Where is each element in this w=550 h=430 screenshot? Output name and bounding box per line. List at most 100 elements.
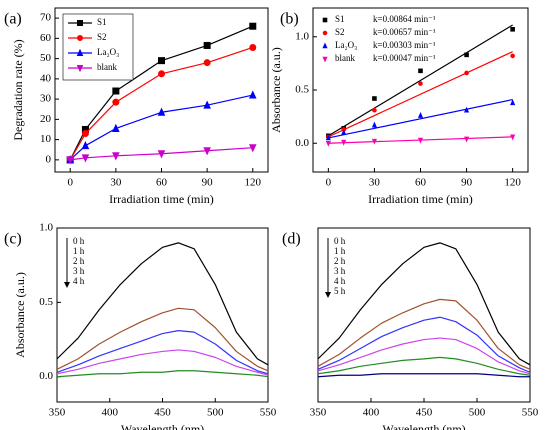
series-line [56, 330, 269, 375]
marker [341, 139, 347, 146]
y-tick-label: 10 [40, 133, 52, 145]
series-line [56, 242, 269, 366]
x-tick-label: 400 [363, 407, 380, 419]
y-tick-label: 70 [40, 12, 52, 24]
y-tick-label: 1.0 [39, 222, 53, 234]
series-line [56, 370, 269, 378]
y-axis-title: Absorbance (a.u.) [13, 272, 27, 358]
marker [464, 70, 469, 76]
x-tick-label: 90 [202, 177, 214, 189]
legend-arrow-head [325, 292, 331, 298]
x-tick-label: 500 [469, 407, 486, 419]
marker [249, 90, 257, 99]
legend-k: k=0.00303 min⁻¹ [373, 40, 436, 50]
x-tick-label: 120 [245, 177, 262, 189]
y-tick-label: 0.0 [39, 370, 53, 382]
legend-label: 3 h [73, 266, 85, 276]
fit-line [328, 24, 513, 137]
series-line [317, 242, 531, 366]
series-line [317, 337, 531, 375]
marker [322, 56, 328, 63]
fit-line [328, 51, 513, 138]
x-tick-label: 400 [102, 407, 119, 419]
marker [66, 156, 74, 165]
x-tick-label: 0 [326, 177, 332, 189]
legend-label: 0 h [334, 236, 346, 246]
marker [157, 150, 166, 159]
legend-label: 1 h [73, 246, 85, 256]
legend-label: 2 h [73, 256, 85, 266]
y-tick-label: 50 [40, 52, 52, 64]
series-line [56, 349, 269, 376]
y-tick-label: 0 [46, 153, 52, 165]
marker [325, 134, 331, 141]
series-line [56, 307, 269, 372]
marker [249, 144, 257, 153]
x-tick-label: 550 [260, 407, 277, 419]
x-tick-label: 350 [310, 407, 327, 419]
x-tick-label: 500 [207, 407, 224, 419]
marker [510, 99, 516, 106]
marker [158, 57, 165, 65]
legend-label: S1 [335, 14, 345, 24]
marker [76, 65, 84, 73]
y-tick-label: 0.0 [295, 137, 309, 149]
x-tick-label: 60 [156, 177, 168, 189]
fit-line [328, 98, 513, 139]
panel-label: (a) [4, 11, 22, 28]
marker [322, 17, 328, 23]
marker [510, 53, 515, 59]
panel-label: (b) [280, 11, 299, 28]
legend-arrow-head [64, 282, 70, 288]
marker [341, 129, 347, 135]
marker [510, 134, 516, 141]
y-tick-label: 60 [40, 32, 52, 44]
legend-box [62, 13, 134, 81]
y-tick-label: 20 [40, 113, 52, 125]
marker [76, 48, 84, 56]
marker [158, 70, 165, 78]
marker [464, 52, 469, 58]
x-axis-title: Irradiation time (min) [109, 192, 214, 206]
legend-label: La₂O₃ [97, 47, 119, 57]
marker [81, 154, 90, 163]
series-line [317, 298, 531, 370]
series-line [69, 94, 253, 161]
legend-label: 1 h [334, 246, 346, 256]
marker [203, 59, 211, 67]
legend-label: 4 h [334, 276, 346, 286]
y-axis-title: Absorbance (a.u.) [269, 47, 283, 133]
series-line [317, 316, 531, 373]
x-tick-label: 0 [67, 177, 73, 189]
marker [112, 152, 120, 161]
x-tick-label: 450 [416, 407, 433, 419]
marker [418, 81, 423, 86]
series-line [70, 147, 253, 161]
marker [112, 123, 120, 132]
marker [464, 106, 470, 113]
x-tick-label: 90 [461, 177, 473, 189]
x-axis-title: Irradiation time (min) [368, 192, 473, 206]
marker [372, 107, 377, 113]
marker [203, 41, 211, 49]
marker [77, 35, 83, 41]
legend-label: blank [97, 62, 117, 72]
marker [371, 138, 377, 145]
marker [77, 20, 83, 26]
legend-label: 4 h [73, 276, 85, 286]
marker [203, 100, 211, 109]
x-tick-label: 350 [49, 407, 66, 419]
y-axis-title: Degradation rate (%) [11, 39, 25, 140]
marker [510, 26, 515, 32]
plot-frame [317, 227, 531, 403]
legend-label: S2 [335, 27, 345, 37]
x-tick-label: 120 [504, 177, 521, 189]
y-tick-label: 30 [40, 93, 52, 105]
x-tick-label: 30 [369, 177, 381, 189]
marker [322, 42, 328, 49]
x-tick-label: 30 [110, 177, 122, 189]
marker [417, 137, 424, 144]
x-axis-title: Wavelength (nm) [382, 422, 465, 430]
marker [157, 107, 166, 116]
marker [249, 43, 257, 51]
